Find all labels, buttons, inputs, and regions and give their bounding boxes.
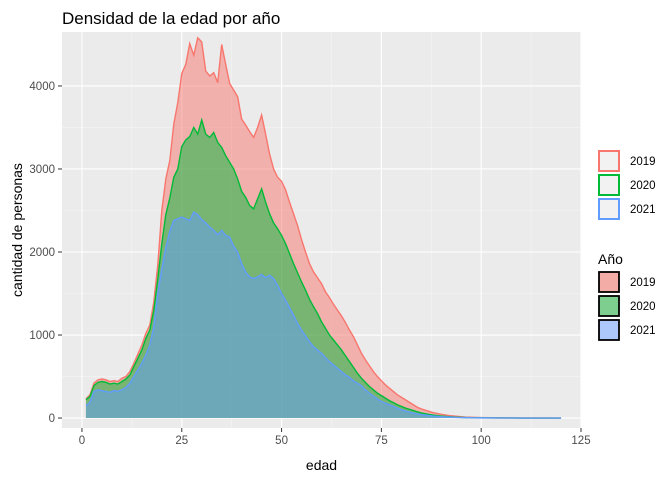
line-series-2020	[85, 117, 562, 419]
legend-label-outline: 2021	[630, 204, 656, 216]
chart-title: Densidad de la edad por año	[62, 9, 280, 28]
legend-key-outline-2021	[598, 198, 620, 220]
legend-key-fill-2020	[598, 295, 620, 317]
x-tick-label: 50	[275, 435, 288, 447]
x-tick-label: 0	[79, 435, 85, 447]
y-axis: 0 1000 2000 3000 4000	[29, 81, 62, 425]
legend-title: Año	[598, 251, 623, 267]
y-tick-label: 0	[49, 413, 55, 425]
x-tick-label: 75	[375, 435, 388, 447]
legend-label-outline: 2019	[630, 156, 656, 168]
legend-label-outline: 2020	[630, 180, 656, 192]
density-areas	[85, 36, 562, 419]
legend-key-fill-2021	[598, 319, 620, 341]
x-axis: 0 25 50 75 100 125	[79, 428, 591, 447]
legend-outline: 2019 2020 2021	[598, 150, 656, 220]
y-tick-label: 2000	[29, 247, 55, 259]
legend-label-fill: 2019	[630, 277, 656, 289]
legend-key-outline-2020	[598, 174, 620, 196]
legend-key-fill-2019	[598, 271, 620, 293]
y-tick-label: 3000	[29, 164, 55, 176]
y-tick-label: 1000	[29, 330, 55, 342]
legend-label-fill: 2020	[630, 301, 656, 313]
x-tick-label: 25	[175, 435, 188, 447]
x-axis-title: edad	[306, 457, 337, 473]
legend-key-outline-2019	[598, 150, 620, 172]
y-tick-label: 4000	[29, 81, 55, 93]
area-series-2021	[85, 212, 562, 419]
x-tick-label: 125	[571, 435, 590, 447]
line-series-2021	[85, 211, 562, 419]
legend-fill: Año 2019 2020 2021	[598, 251, 656, 341]
line-series-2019	[85, 36, 562, 419]
x-tick-label: 100	[472, 435, 491, 447]
y-axis-title: cantidad de personas	[9, 163, 25, 297]
legend-label-fill: 2021	[630, 325, 656, 337]
